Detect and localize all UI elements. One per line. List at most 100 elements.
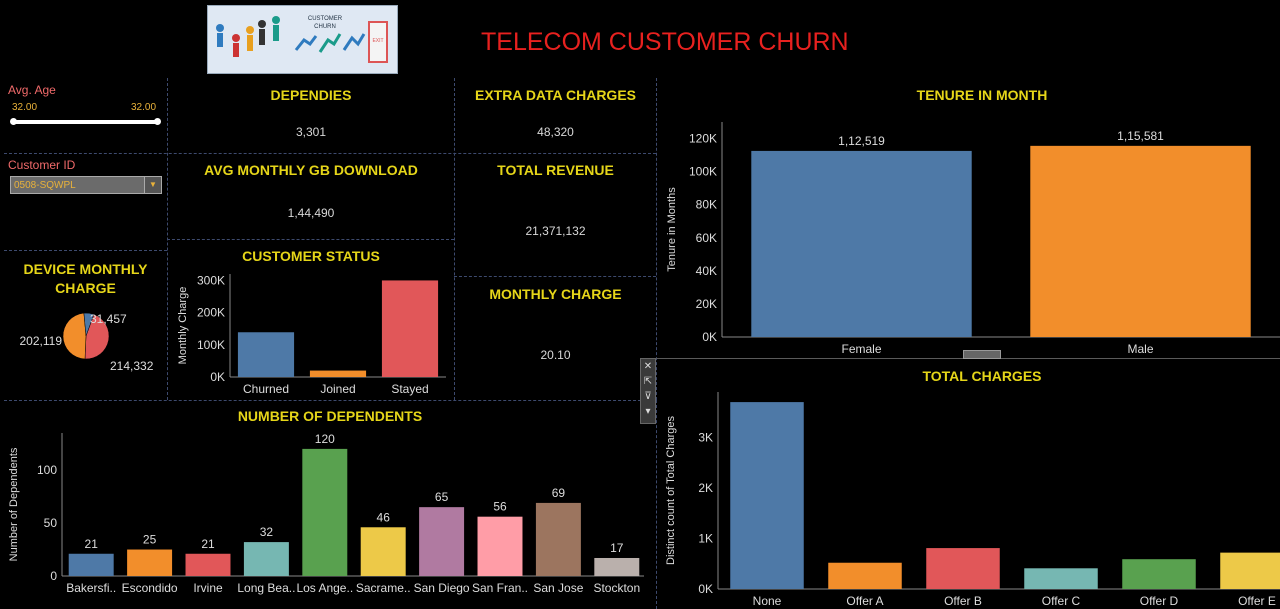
y-tick-label: 60K [696, 231, 717, 245]
x-tick-label: Male [1127, 342, 1153, 356]
slider-handle-max[interactable] [154, 118, 161, 125]
bar[interactable] [237, 332, 295, 377]
customer-id-label: Customer ID [8, 158, 76, 172]
pie-slice[interactable] [62, 312, 87, 360]
pie-label: 202,119 [20, 334, 63, 348]
bar[interactable] [243, 542, 289, 576]
x-tick-label: San Fran.. [472, 581, 528, 595]
x-tick-label: Offer A [846, 594, 883, 608]
y-axis-label: Distinct count of Total Charges [665, 416, 677, 565]
bar[interactable] [1030, 145, 1251, 337]
bar[interactable] [751, 150, 972, 337]
y-tick-label: 80K [696, 198, 717, 212]
bar[interactable] [185, 553, 231, 576]
divider [167, 239, 454, 240]
kpi-avg-gb-title: AVG MONTHLY GB DOWNLOAD [204, 162, 418, 178]
avg-age-slider[interactable] [10, 118, 161, 125]
data-label: 17 [610, 541, 624, 555]
x-tick-label: Churned [243, 382, 289, 396]
kpi-total-revenue-value: 21,371,132 [525, 224, 586, 238]
kpi-dependies-value: 3,301 [295, 125, 327, 139]
open-icon[interactable]: ⇱ [643, 376, 653, 387]
x-tick-label: San Diego [414, 581, 470, 595]
slider-handle-min[interactable] [10, 118, 17, 125]
bar[interactable] [477, 516, 523, 576]
customer-status-chart[interactable]: 0K 100K 200K 300K Churned Joined Stayed Monthly… [168, 262, 454, 400]
logo-illustration: CUSTOMER CHURN EXIT [216, 16, 388, 63]
x-tick-label: Offer D [1140, 594, 1179, 608]
x-tick-label: Irvine [193, 581, 223, 595]
bar[interactable] [127, 549, 173, 576]
bar[interactable] [828, 562, 902, 589]
bar[interactable] [68, 553, 114, 576]
y-tick-label: 40K [696, 264, 717, 278]
more-icon[interactable]: ▾ [645, 406, 651, 417]
logo-exit: EXIT [372, 38, 383, 44]
avg-age-min: 32.00 [12, 102, 38, 113]
y-tick-label: 300K [197, 273, 225, 287]
bar[interactable] [535, 502, 581, 576]
x-tick-label: Bakersfi.. [66, 581, 116, 595]
customer-id-value: 0508-SQWPL [14, 180, 76, 191]
bar[interactable] [926, 548, 1000, 589]
x-tick-label: Offer C [1042, 594, 1081, 608]
bar[interactable] [1220, 552, 1280, 589]
y-tick-label: 0K [698, 582, 713, 596]
bar[interactable] [1024, 568, 1098, 589]
x-tick-label: Offer B [944, 594, 982, 608]
bar[interactable] [1122, 559, 1196, 589]
bar[interactable] [381, 280, 439, 377]
chart-toolbar: ✕ ⇱ ⊽ ▾ [640, 358, 656, 424]
data-label: 46 [377, 510, 391, 524]
x-tick-label: None [753, 594, 782, 608]
bar[interactable] [309, 370, 367, 377]
divider [454, 78, 455, 400]
tenure-chart[interactable]: 0K 20K 40K 60K 80K 100K 120K Female 1,12,519 Male… [660, 100, 1280, 358]
y-tick-label: 3K [698, 430, 713, 444]
total-charges-chart[interactable]: 0K 1K 2K 3K None Offer A Offer B Offer C Offer D… [660, 380, 1280, 609]
data-label: 56 [493, 500, 507, 514]
data-label: 1,15,581 [1117, 129, 1164, 143]
filter-icon[interactable]: ⊽ [644, 391, 652, 402]
pie-label: 214,332 [110, 359, 154, 373]
divider [656, 78, 657, 400]
x-tick-label: Long Bea.. [237, 581, 295, 595]
kpi-avg-gb-value: 1,44,490 [287, 206, 335, 220]
dependents-chart-title: NUMBER OF DEPENDENTS [237, 408, 423, 424]
x-tick-label: Joined [320, 382, 355, 396]
x-tick-label: Stockton [593, 581, 640, 595]
y-tick-label: 1K [698, 531, 713, 545]
chevron-down-icon[interactable]: ▼ [144, 177, 161, 193]
kpi-extra-data-value: 48,320 [537, 125, 574, 139]
y-tick-label: 2K [698, 481, 713, 495]
logo-text-2: CHURN [314, 24, 336, 30]
x-tick-label: San Jose [533, 581, 583, 595]
data-label: 32 [260, 525, 274, 539]
y-tick-label: 100K [197, 338, 225, 352]
bar[interactable] [730, 402, 804, 589]
close-icon[interactable]: ✕ [643, 361, 653, 372]
bar[interactable] [594, 557, 640, 576]
y-tick-label: 50 [44, 516, 58, 530]
data-label: 21 [201, 537, 215, 551]
y-tick-label: 120K [689, 132, 717, 146]
status-chart-title: CUSTOMER STATUS [242, 248, 380, 264]
y-tick-label: 0K [702, 330, 717, 344]
x-tick-label: Stayed [391, 382, 428, 396]
pie-slice[interactable] [84, 314, 110, 360]
dependents-chart[interactable]: 0 50 100 Bakersfi.. 21 Escondido 25 Irvine 21 Lon… [4, 425, 644, 609]
divider [4, 400, 656, 401]
divider [656, 400, 657, 609]
data-label: 21 [85, 537, 99, 551]
logo-text-1: CUSTOMER [308, 16, 343, 22]
divider [4, 250, 167, 251]
bar[interactable] [360, 527, 406, 576]
pie-slice[interactable] [83, 312, 95, 337]
bar[interactable] [302, 448, 348, 576]
y-tick-label: 200K [197, 306, 225, 320]
logo: CUSTOMER CHURN EXIT [207, 5, 398, 74]
bar[interactable] [419, 507, 465, 576]
resize-handle[interactable] [963, 350, 1001, 359]
customer-id-dropdown[interactable]: 0508-SQWPL ▼ [10, 176, 162, 194]
device-pie-chart[interactable]: 202,119 214,332 31,457 [4, 300, 167, 398]
